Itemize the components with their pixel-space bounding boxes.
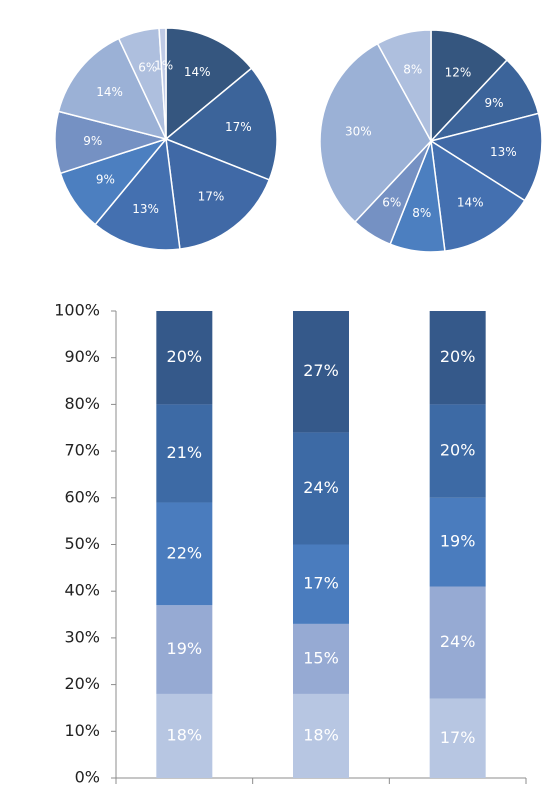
pie1-slice-9: [158, 27, 167, 140]
pie1-slice-1: [165, 27, 253, 141]
bar-2-segment-3: [293, 544, 349, 624]
pie1-slice-label-1: 14%: [184, 65, 211, 79]
bar-2-segment-label-1: 18%: [303, 725, 339, 744]
pie2-slice-label-7: 30%: [345, 124, 372, 138]
y-tick-label: 40%: [64, 581, 100, 600]
bar-1-segment-label-1: 18%: [167, 725, 203, 744]
pie-chart-left: 14% 17% 17% 13% 9% 9% 14% 6%1%: [54, 27, 278, 251]
bar-3-segment-5: [429, 311, 486, 405]
pie2-slice-7: [319, 42, 432, 223]
pie2-slice-label-6: 6%: [382, 195, 401, 209]
bar-2-segment-label-3: 17%: [303, 574, 339, 593]
y-tick-label: 90%: [64, 347, 100, 366]
bar-2-segment-label-4: 24%: [303, 478, 339, 497]
pie2-slice-4: [430, 139, 526, 252]
y-tick-label: 50%: [64, 534, 100, 553]
pie2-slice-label-4: 14%: [457, 195, 484, 209]
pie1-slice-label-9: 1%: [154, 58, 173, 72]
bar-1-segment-label-4: 21%: [167, 443, 203, 462]
bar-1-segment-4: [156, 404, 213, 503]
bar-2-segment-2: [293, 623, 349, 694]
pie1-slice-label-5: 9%: [96, 173, 115, 187]
pie2-slice-8: [376, 29, 432, 142]
bar-3-segment-label-3: 19%: [440, 532, 476, 551]
pie1-slice-4: [94, 137, 181, 251]
bar-1-segment-3: [156, 502, 213, 606]
bar-1-segment-5: [156, 311, 213, 405]
bar-2-segment-label-2: 15%: [303, 648, 339, 667]
pie2-slice-3: [429, 112, 543, 202]
bar-2-segment-1: [293, 693, 349, 778]
bar-1-segment-label-2: 19%: [167, 639, 203, 658]
bar-2-segment-5: [293, 311, 349, 433]
pie1-slice-label-7: 14%: [96, 85, 123, 99]
pie2-slice-label-2: 9%: [485, 96, 504, 110]
y-tick-label: 70%: [64, 441, 100, 460]
pie1-slice-7: [57, 37, 168, 141]
bar-3-segment-label-4: 20%: [440, 441, 476, 460]
pie2-slice-label-8: 8%: [403, 63, 422, 77]
y-tick-label: 10%: [64, 721, 100, 740]
y-tick-label: 30%: [64, 627, 100, 646]
pie1-slice-label-4: 13%: [132, 202, 159, 216]
y-tick-label: 60%: [64, 487, 100, 506]
pie1-slice-3: [165, 137, 271, 250]
bar-1-segment-label-5: 20%: [167, 347, 203, 366]
bar-1-segment-1: [156, 693, 213, 778]
pie1-slice-2: [164, 67, 278, 181]
y-tick-label: 20%: [64, 674, 100, 693]
bar-3-segment-label-1: 17%: [440, 728, 476, 747]
pie2-slice-label-3: 13%: [490, 145, 517, 159]
pie-chart-right: 12% 9% 13% 14% 8% 6% 30% 8%: [319, 29, 543, 253]
bar-3-segment-1: [429, 698, 486, 778]
pie2-slice-label-5: 8%: [412, 206, 431, 220]
pie2-slice-1: [430, 29, 509, 143]
bar-3-segment-4: [429, 404, 486, 498]
y-tick-label: 0%: [75, 768, 100, 787]
y-tick-label: 80%: [64, 394, 100, 413]
bar-1-segment-label-3: 22%: [167, 543, 203, 562]
pie1-slice-label-8: 6%: [138, 61, 157, 75]
pie1-slice-label-3: 17%: [198, 189, 225, 203]
pie2-slice-label-1: 12%: [445, 65, 472, 79]
bar-1-segment-2: [156, 605, 213, 694]
y-tick-label: 100%: [54, 301, 100, 320]
bar-3-segment-label-2: 24%: [440, 632, 476, 651]
pie1-slice-label-6: 9%: [83, 134, 102, 148]
bar-3-segment-3: [429, 497, 486, 587]
bar-2-segment-4: [293, 432, 349, 545]
bar-2-segment-label-5: 27%: [303, 361, 339, 380]
bar-3-segment-2: [429, 586, 486, 699]
stacked-bar-chart: 0% 10% 20% 30% 40% 50% 60% 70% 80% 90% 100% 18% 19% 2…: [54, 301, 527, 787]
pie1-slice-label-2: 17%: [225, 120, 252, 134]
bar-3-segment-label-5: 20%: [440, 347, 476, 366]
